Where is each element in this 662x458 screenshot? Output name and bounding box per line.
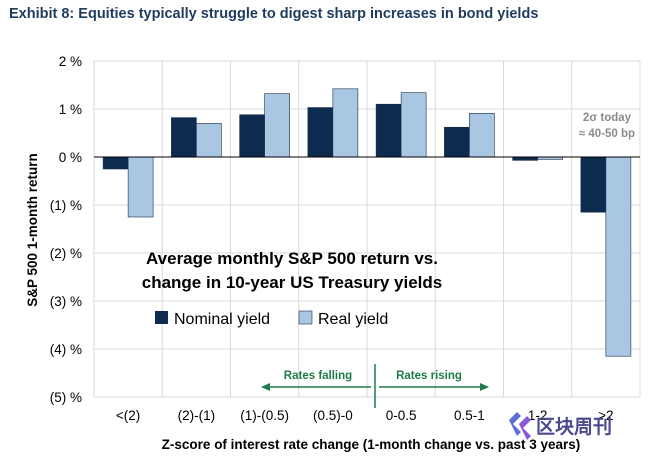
y-tick-label: (2) % bbox=[50, 246, 82, 261]
y-tick-labels: 2 % 1 % 0 % (1) % (2) % (3) % (4) % (5) % bbox=[50, 54, 82, 405]
bar-nominal-3 bbox=[307, 107, 334, 158]
bar-real-2 bbox=[264, 93, 290, 158]
watermark-logo-icon bbox=[509, 412, 521, 436]
rates-annotation: Rates falling Rates rising bbox=[261, 364, 489, 408]
bar-real-3 bbox=[332, 88, 359, 158]
x-tick-label: 0.5-1 bbox=[454, 408, 485, 423]
legend-label-real: Real yield bbox=[318, 311, 388, 328]
bar-nominal-2 bbox=[239, 114, 265, 158]
y-tick-label: 1 % bbox=[59, 102, 82, 117]
chart-title-line1: Average monthly S&P 500 return vs. bbox=[146, 249, 438, 268]
watermark-text: 区块周刊 bbox=[536, 416, 612, 438]
y-axis-label: S&P 500 1-month return bbox=[25, 153, 40, 307]
rates-falling-label: Rates falling bbox=[284, 370, 352, 382]
x-tick-label: (2)-(1) bbox=[178, 408, 216, 423]
bar-nominal-4 bbox=[375, 103, 402, 158]
sigma-note-line2: ≈ 40-50 bp bbox=[579, 128, 635, 140]
chart-title-line2: change in 10-year US Treasury yields bbox=[142, 273, 442, 292]
bar-nominal-5 bbox=[444, 126, 470, 158]
bar-real-0 bbox=[127, 156, 154, 218]
bar-nominal-6 bbox=[512, 156, 538, 161]
legend-swatch-real bbox=[298, 310, 313, 325]
x-tick-label: (0.5)-0 bbox=[313, 408, 353, 423]
bar-nominal-0 bbox=[102, 156, 129, 170]
x-tick-label: >2 bbox=[598, 408, 613, 423]
y-tick-label: (5) % bbox=[50, 390, 82, 405]
bar-real-5 bbox=[469, 113, 495, 158]
x-axis-label: Z-score of interest rate change (1-month… bbox=[162, 437, 581, 452]
bar-nominal-1 bbox=[171, 117, 197, 158]
y-tick-label: 2 % bbox=[59, 54, 82, 69]
rates-rising-arrowhead bbox=[480, 383, 489, 391]
exhibit-title: Exhibit 8: Equities typically struggle t… bbox=[9, 6, 539, 22]
y-tick-label: (1) % bbox=[50, 198, 82, 213]
bar-nominal-7 bbox=[580, 156, 607, 213]
watermark-logo-icon-2 bbox=[519, 416, 531, 440]
legend-swatch-nominal bbox=[155, 311, 168, 324]
y-tick-label: (4) % bbox=[50, 342, 82, 357]
gridlines bbox=[93, 60, 641, 398]
bars bbox=[102, 88, 632, 357]
x-tick-labels: <(2) (2)-(1) (1)-(0.5) (0.5)-0 0-0.5 0.5-1 1-2… bbox=[116, 408, 614, 423]
rates-rising-label: Rates rising bbox=[396, 370, 462, 382]
y-tick-label: (3) % bbox=[50, 294, 82, 309]
watermark: 区块周刊 bbox=[509, 412, 612, 440]
y-tick-label: 0 % bbox=[59, 150, 82, 165]
legend: Nominal yield Real yield bbox=[155, 310, 388, 328]
x-tick-label: <(2) bbox=[116, 408, 140, 423]
rates-falling-arrowhead bbox=[261, 383, 270, 391]
x-tick-label: (1)-(0.5) bbox=[240, 408, 289, 423]
x-tick-label: 1-2 bbox=[528, 408, 548, 423]
bar-real-1 bbox=[196, 123, 222, 158]
legend-label-nominal: Nominal yield bbox=[174, 311, 270, 328]
bar-real-4 bbox=[400, 92, 427, 158]
x-tick-label: 0-0.5 bbox=[386, 408, 417, 423]
bar-real-7 bbox=[605, 156, 632, 357]
sigma-note-line1: 2σ today bbox=[583, 112, 632, 124]
